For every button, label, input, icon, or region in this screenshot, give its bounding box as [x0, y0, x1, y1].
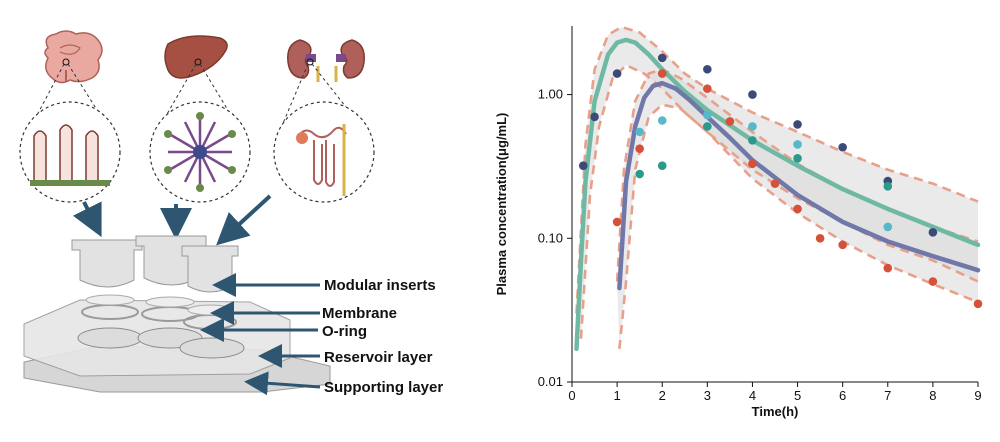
- data-point-series-4: [657, 69, 667, 78]
- data-point-series-2: [657, 116, 667, 125]
- data-point-series-3: [883, 181, 893, 191]
- data-point-series-2: [635, 127, 644, 137]
- y-tick-label: 0.01: [538, 374, 563, 389]
- data-point-series-4: [928, 277, 938, 286]
- x-tick-label: 9: [974, 388, 981, 403]
- ci-upper-line-1: [575, 25, 979, 314]
- x-tick-label: 4: [749, 388, 756, 403]
- data-point-series-4: [612, 217, 622, 227]
- chart-axes: [571, 26, 978, 383]
- x-tick-label: 0: [568, 388, 575, 403]
- data-point-series-1: [838, 142, 847, 152]
- data-point-series-1: [793, 120, 802, 129]
- liver-lobule-detail: [149, 101, 251, 203]
- y-tick-label: 0.10: [538, 230, 563, 245]
- data-point-series-4: [838, 240, 847, 250]
- data-point-series-4: [883, 263, 893, 273]
- ci-upper-line-2: [615, 67, 979, 282]
- data-point-series-2: [748, 122, 757, 131]
- label-membrane: Membrane: [322, 305, 397, 322]
- x-tick-label: 2: [659, 388, 666, 403]
- label-modular-inserts: Modular inserts: [324, 277, 436, 294]
- data-point-series-1: [590, 112, 599, 122]
- data-point-series-2: [793, 140, 802, 149]
- data-point-series-1: [612, 69, 622, 78]
- data-point-series-1: [928, 228, 938, 237]
- confidence-bands: [576, 27, 978, 349]
- supporting-layer-arrow: [244, 371, 321, 396]
- kidney-icon: [287, 39, 365, 82]
- flow-arrows: [72, 194, 272, 246]
- data-point-series-3: [793, 154, 802, 163]
- data-point-series-4: [703, 84, 712, 93]
- data-point-series-4: [973, 299, 983, 309]
- data-point-series-1: [703, 64, 712, 74]
- x-tick-label: 1: [613, 388, 620, 403]
- data-point-series-4: [770, 179, 780, 188]
- data-point-series-3: [635, 169, 644, 179]
- data-point-series-4: [793, 204, 802, 214]
- data-point-series-1: [748, 90, 757, 99]
- device-assembly: [23, 235, 331, 393]
- y-ticks: 0.01 0.10 1.00: [538, 87, 572, 389]
- fit-line-2: [617, 80, 981, 291]
- data-point-series-4: [725, 117, 735, 126]
- observed-points: [578, 53, 983, 309]
- intestine-icon: [44, 30, 103, 84]
- data-point-series-3: [703, 122, 712, 131]
- x-tick-label: 7: [884, 388, 891, 403]
- data-point-series-3: [657, 161, 667, 170]
- data-point-series-1: [657, 53, 667, 63]
- y-axis-label: Plasma concentration(μg/mL): [494, 113, 509, 296]
- data-point-series-4: [635, 144, 644, 154]
- label-o-ring: O-ring: [322, 323, 367, 340]
- label-reservoir-layer: Reservoir layer: [324, 349, 433, 366]
- ci-lower-line-1: [579, 63, 979, 339]
- pk-chart: 0 1 2 3 4 5 6 7 8 9 0.01 0.10 1.00 Time(h) Plasma c…: [494, 25, 983, 419]
- liver-icon: [164, 35, 228, 79]
- label-supporting-layer: Supporting layer: [324, 379, 443, 396]
- data-point-series-4: [815, 233, 825, 243]
- x-tick-label: 3: [704, 388, 711, 403]
- x-ticks: 0 1 2 3 4 5 6 7 8 9: [568, 382, 982, 403]
- nephron-detail: [273, 101, 375, 203]
- x-tick-label: 6: [839, 388, 846, 403]
- data-point-series-1: [578, 161, 588, 170]
- data-point-series-2: [703, 110, 712, 120]
- data-point-series-2: [883, 222, 893, 232]
- data-point-series-3: [748, 136, 757, 145]
- x-tick-label: 5: [794, 388, 801, 403]
- device-diagram: Modular inserts Membrane O-ring Reservoi…: [19, 30, 443, 396]
- intestine-villi-detail: [19, 101, 121, 203]
- x-axis-label: Time(h): [752, 404, 799, 419]
- y-tick-label: 1.00: [538, 87, 563, 102]
- x-tick-label: 8: [929, 388, 936, 403]
- data-point-series-4: [748, 159, 757, 169]
